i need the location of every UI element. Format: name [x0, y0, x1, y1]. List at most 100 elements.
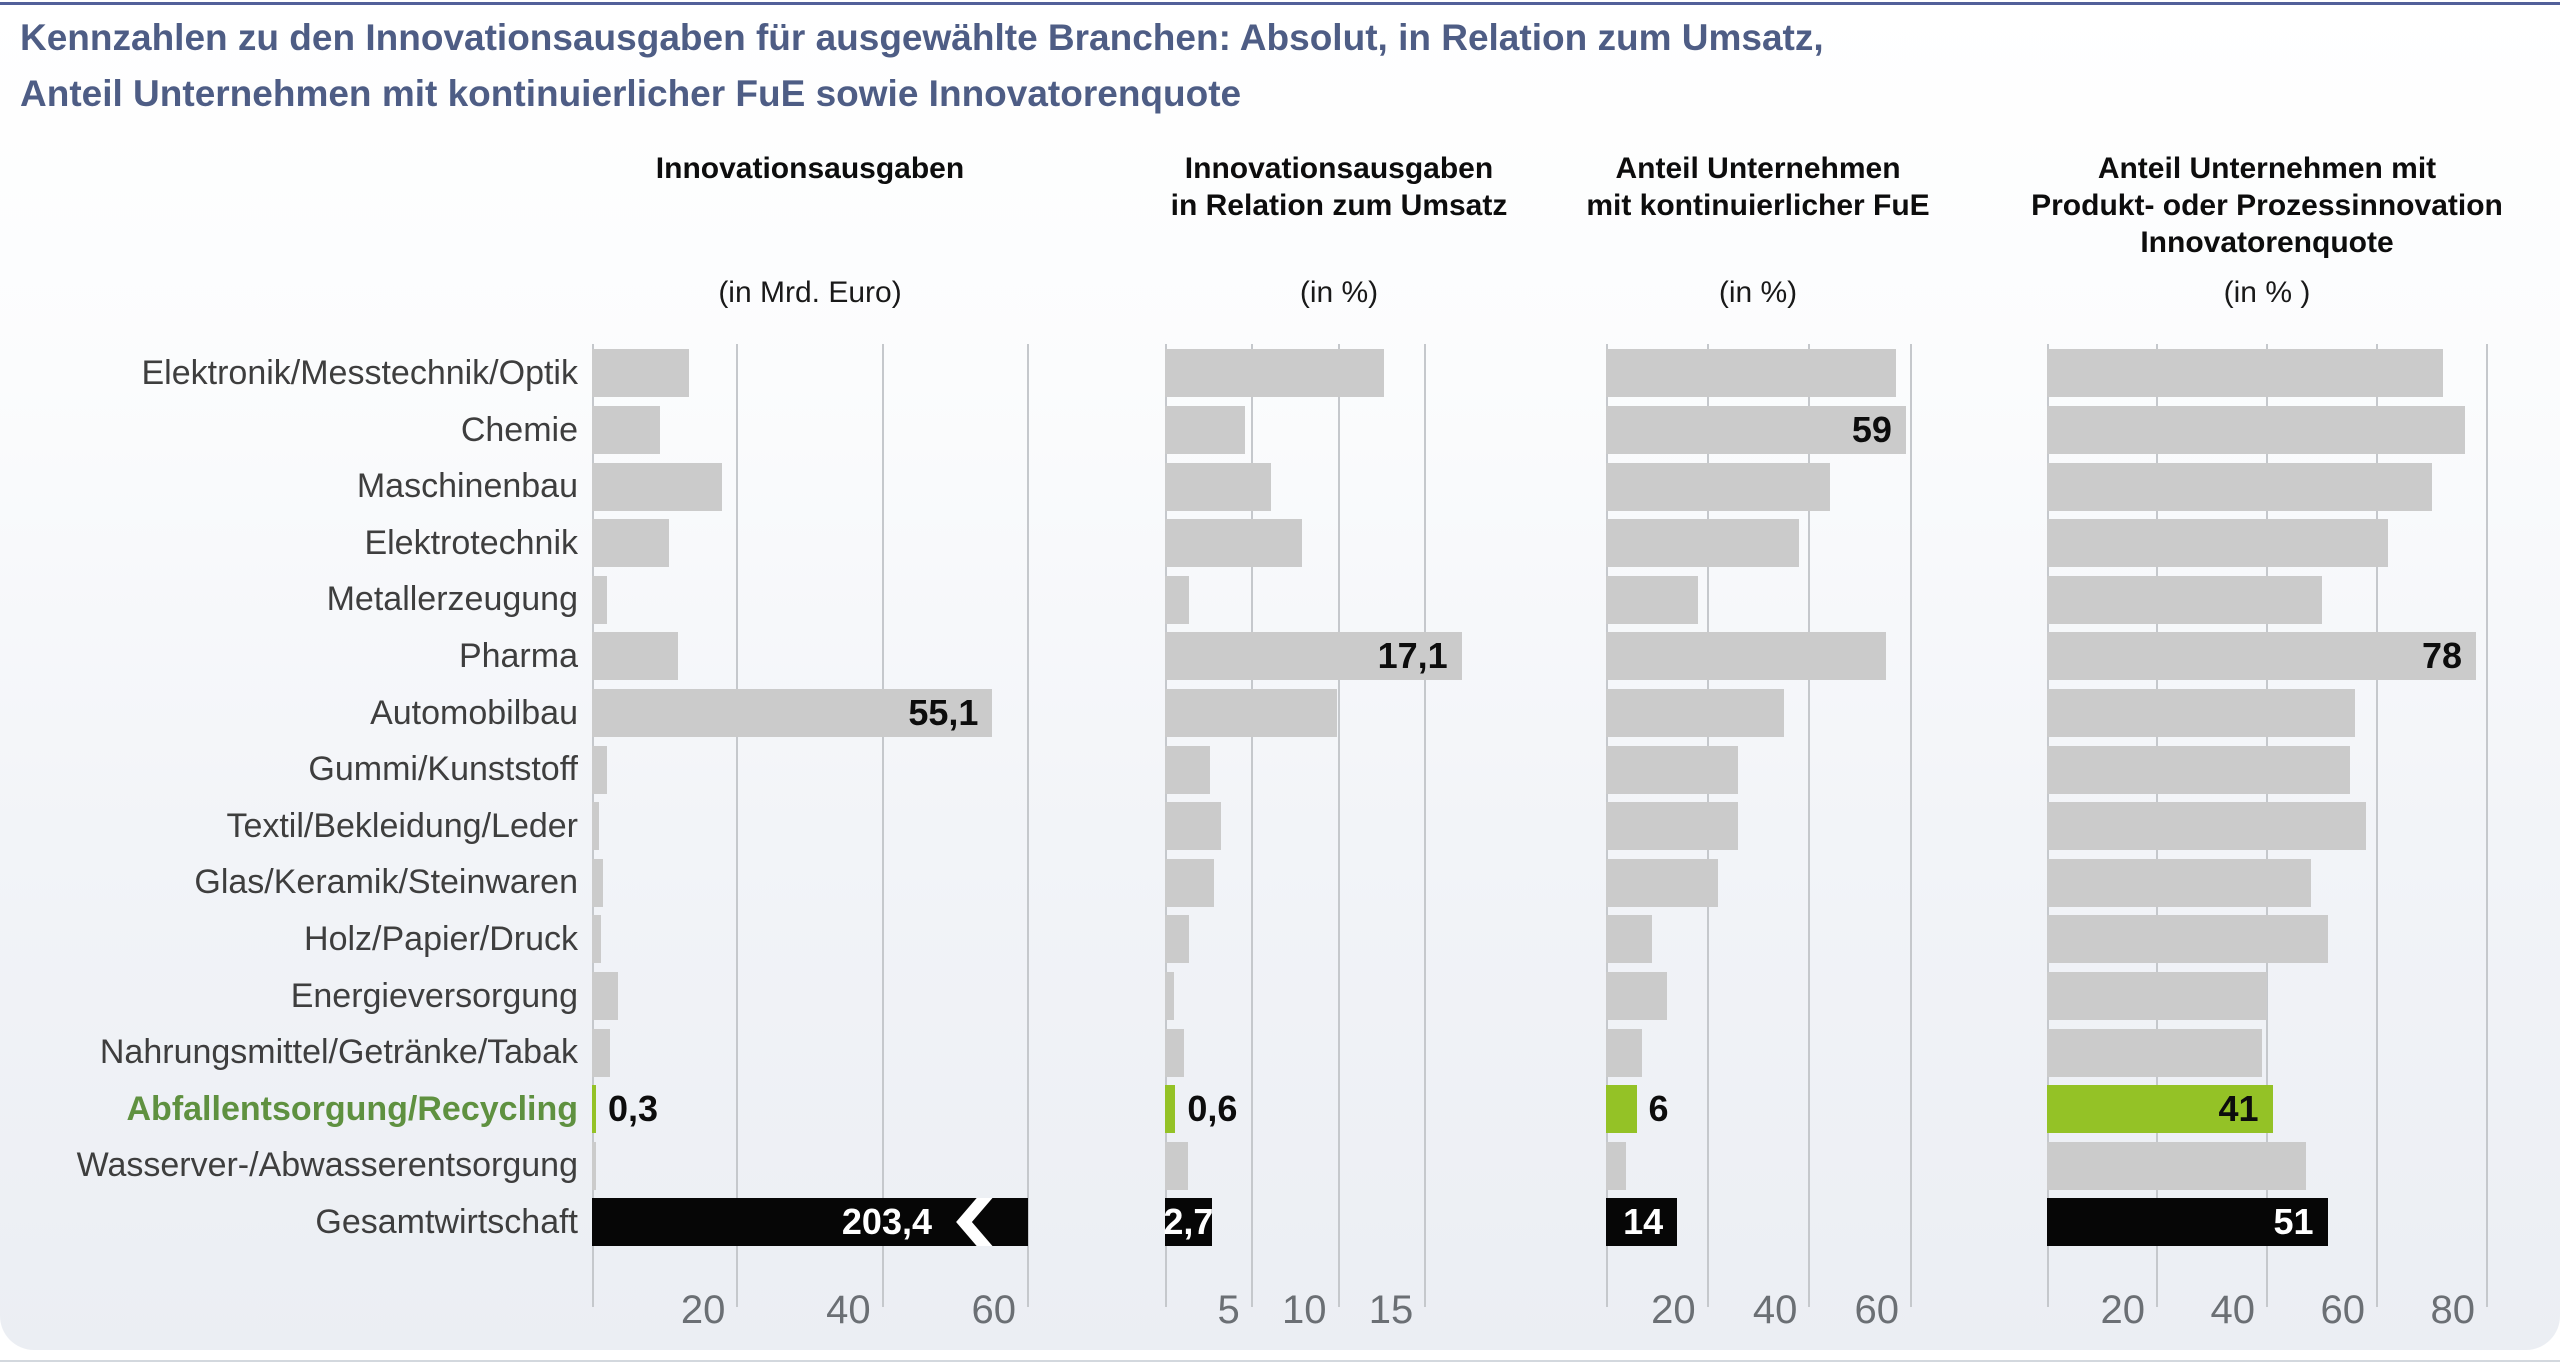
gridline: [881, 344, 884, 1307]
panel-header-2: Anteil Unternehmen mit kontinuierlicher F…: [1438, 150, 2078, 224]
category-label: Gesamtwirtschaft: [315, 1203, 578, 1241]
panel-header-line: Produkt- oder Prozessinnovation: [2031, 189, 2503, 222]
bar-value-label: 55,1: [908, 691, 979, 733]
bar-wasserver-abwasserentsorgung: [2047, 1141, 2306, 1190]
bar-value-label: 14: [1623, 1201, 1664, 1243]
bar-pharma: [1165, 632, 1462, 681]
bar-value-label: 0,3: [608, 1088, 659, 1130]
bar-value-label: 51: [2273, 1201, 2314, 1243]
category-label: Textil/Bekleidung/Leder: [226, 806, 578, 845]
bar-elektronik-messtechnik-optik: [1165, 349, 1384, 398]
axis-break-icon: [956, 1198, 993, 1247]
bar-automobilbau: [2047, 688, 2355, 737]
category-label: Holz/Papier/Druck: [304, 920, 578, 958]
top-border-line: [0, 2, 2560, 5]
bar-glas-keramik-steinwaren: [1606, 858, 1718, 907]
gridline: [1337, 344, 1340, 1307]
axis-tick-label: 10: [1282, 1288, 1327, 1332]
axis-tick-label: 40: [1752, 1288, 1798, 1332]
axis-tick-label: 20: [680, 1288, 726, 1332]
bar-textil-bekleidung-leder: [1165, 802, 1221, 851]
bar-gesamtwirtschaft: [1165, 1198, 1212, 1247]
bar-value-label: 2,7: [1163, 1201, 1214, 1243]
bar-pharma: [592, 632, 678, 681]
bar-nahrungsmittel-getr-nke-tabak: [1165, 1028, 1185, 1077]
panel-header-line: Innovatorenquote: [2140, 226, 2394, 259]
category-label: Abfallentsorgung/Recycling: [126, 1089, 579, 1128]
panel-header-1: Innovationsausgaben in Relation zum Umsat…: [1019, 150, 1659, 224]
bar-abfallentsorgung-recycling: [1606, 1085, 1637, 1134]
bar-glas-keramik-steinwaren: [592, 858, 603, 907]
axis-tick-label: 80: [2430, 1288, 2476, 1332]
axis-tick-label: 15: [1368, 1288, 1414, 1332]
bar-value-label: 0,6: [1187, 1088, 1238, 1130]
bar-abfallentsorgung-recycling: [592, 1085, 596, 1134]
bar-value-label: 78: [2421, 635, 2462, 677]
axis-tick-label: 60: [2320, 1288, 2366, 1332]
bar-gesamtwirtschaft: [1606, 1198, 1678, 1247]
bar-maschinenbau: [1606, 462, 1830, 511]
bar-holz-papier-druck: [2047, 915, 2328, 964]
bar-chemie: [592, 405, 660, 454]
bar-abfallentsorgung-recycling: [1165, 1085, 1176, 1134]
bar-gummi-kunststoff: [1165, 745, 1211, 794]
bar-energieversorgung: [2047, 971, 2267, 1020]
panel-unit-label-0: (in Mrd. Euro): [718, 276, 902, 309]
gridline: [1910, 344, 1912, 1307]
bar-automobilbau: [592, 688, 993, 737]
bar-gesamtwirtschaft: [592, 1198, 1028, 1247]
bar-value-label: 17,1: [1377, 635, 1448, 677]
bar-gesamtwirtschaft: [2047, 1198, 2328, 1247]
bar-wasserver-abwasserentsorgung: [592, 1141, 596, 1190]
bar-energieversorgung: [592, 971, 619, 1020]
axis-tick-label: 60: [971, 1288, 1017, 1332]
bar-wasserver-abwasserentsorgung: [1606, 1141, 1627, 1190]
panel-unit-label-1: (in %): [1299, 276, 1379, 309]
bar-glas-keramik-steinwaren: [2047, 858, 2311, 907]
bar-metallerzeugung: [1606, 575, 1698, 624]
bar-nahrungsmittel-getr-nke-tabak: [592, 1028, 611, 1077]
gridline: [1424, 344, 1427, 1307]
bar-automobilbau: [1165, 688, 1337, 737]
bar-value-label: 203,4: [841, 1201, 932, 1243]
panel-header-line: in Relation zum Umsatz: [1170, 189, 1508, 222]
bar-holz-papier-druck: [592, 915, 601, 964]
bar-chemie: [1165, 405, 1245, 454]
category-label: Maschinenbau: [356, 467, 578, 506]
bar-nahrungsmittel-getr-nke-tabak: [1606, 1028, 1642, 1077]
bar-elektrotechnik: [2047, 519, 2388, 568]
axis-tick-label: 20: [2100, 1288, 2146, 1332]
axis-tick-label: 40: [2210, 1288, 2256, 1332]
bar-maschinenbau: [592, 462, 723, 511]
bar-gummi-kunststoff: [1606, 745, 1739, 794]
bar-metallerzeugung: [2047, 575, 2322, 624]
category-label: Metallerzeugung: [326, 580, 578, 619]
bar-abfallentsorgung-recycling: [2047, 1085, 2273, 1134]
axis-tick-label: 20: [1651, 1288, 1696, 1332]
bar-gummi-kunststoff: [2047, 745, 2350, 794]
bar-energieversorgung: [1165, 971, 1174, 1020]
bar-holz-papier-druck: [1606, 915, 1652, 964]
category-label: Elektronik/Messtechnik/Optik: [141, 354, 579, 392]
chart-title: Kennzahlen zu den Innovationsausgaben fü…: [20, 10, 1824, 122]
bar-value-label: 6: [1648, 1088, 1669, 1130]
bar-metallerzeugung: [592, 575, 607, 624]
gridline: [1250, 344, 1253, 1307]
category-label: Chemie: [460, 410, 578, 449]
bar-glas-keramik-steinwaren: [1165, 858, 1214, 907]
gridline: [1027, 344, 1029, 1307]
bar-chemie: [1606, 405, 1906, 454]
panel-header-line: mit kontinuierlicher FuE: [1586, 189, 1930, 222]
bar-value-label: 59: [1851, 408, 1892, 450]
bar-nahrungsmittel-getr-nke-tabak: [2047, 1028, 2262, 1077]
gridline: [2486, 344, 2488, 1307]
category-label: Nahrungsmittel/Getränke/Tabak: [99, 1033, 578, 1072]
bar-energieversorgung: [1606, 971, 1667, 1020]
gridline: [1808, 344, 1811, 1307]
category-label: Wasserver-/Abwasserentsorgung: [76, 1146, 578, 1185]
category-label: Energieversorgung: [290, 976, 578, 1015]
bar-textil-bekleidung-leder: [2047, 802, 2366, 851]
bar-textil-bekleidung-leder: [1606, 802, 1739, 851]
category-label: Gummi/Kunststoff: [308, 750, 578, 789]
